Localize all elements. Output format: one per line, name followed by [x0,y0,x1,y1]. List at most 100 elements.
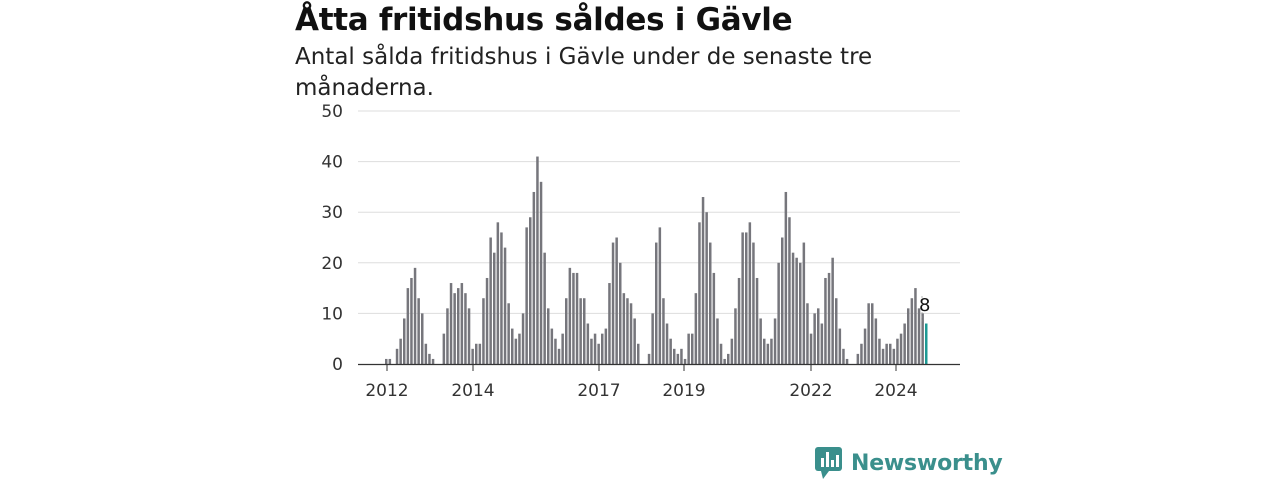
bar [669,338,672,364]
x-tick-label: 2024 [874,381,917,401]
y-axis-ticks: 0 10 20 30 40 50 [321,102,343,375]
bar [745,232,748,364]
x-axis-ticks: 2012 2014 2017 2019 2022 2024 [365,364,918,401]
newsworthy-logo: Newsworthy [814,446,1003,480]
bar [842,348,845,364]
bar [691,333,694,364]
bar [604,328,608,364]
bar [791,252,795,364]
bar-chart: 0 10 20 30 40 50 2012 2014 2017 2019 2022 2024 8 [321,102,960,401]
bar [770,338,773,364]
bar [593,333,597,364]
bar [856,353,860,364]
bar [716,318,719,364]
bar [557,348,561,364]
bar [410,277,413,364]
bar [554,338,557,364]
y-tick-label: 0 [332,355,343,375]
bar [615,237,618,364]
bar [608,283,611,364]
bar [532,191,536,364]
bar [421,313,424,364]
bar [565,298,568,364]
bar [813,313,816,364]
bar [521,313,525,364]
bar [633,318,636,364]
bar [788,217,791,364]
bar [539,181,543,364]
bar [734,308,737,364]
bar [431,358,435,364]
bar [795,257,798,364]
bar [536,156,539,364]
bar [403,318,406,364]
bar [867,303,870,364]
x-tick-label: 2014 [451,381,494,401]
annotations: 8 [919,295,930,322]
bar [597,343,600,364]
bar [485,277,489,364]
y-tick-label: 50 [321,102,343,122]
bar [611,242,615,364]
bar [619,262,622,364]
bar [817,308,820,364]
bar [662,298,665,364]
bar [727,353,730,364]
bar [658,227,662,364]
bar [622,293,626,364]
bar [511,328,514,364]
bar [428,353,431,364]
bar [496,222,500,364]
bar [647,353,651,364]
bar [698,222,701,364]
bar [395,348,399,364]
bar [881,348,885,364]
bar [863,328,867,364]
bar [673,348,676,364]
bar [784,191,788,364]
bar [701,197,705,364]
bar [705,212,708,364]
bar [748,222,752,364]
bar [529,217,532,364]
bar [907,308,910,364]
bar [824,277,827,364]
bar [464,293,467,364]
bar [914,288,917,364]
bar [773,318,777,364]
bar [687,333,690,364]
bar [475,343,478,364]
bar [413,267,417,364]
bar [482,298,485,364]
bar [655,242,658,364]
bar [629,303,633,364]
bar [575,272,579,364]
bar [503,247,507,364]
chart-subtitle: Antal sålda fritidshus i Gävle under de … [295,44,873,101]
bar [860,343,863,364]
bar [568,267,572,364]
bar [424,343,428,364]
bar [709,242,712,364]
bar [903,323,906,364]
bar [892,348,896,364]
bar [388,358,392,364]
x-tick-label: 2017 [577,381,620,401]
bar [572,272,575,364]
last-value-label: 8 [919,295,930,316]
bar [550,328,554,364]
bar [802,242,806,364]
brand-name: Newsworthy [851,450,1003,476]
bar [467,308,471,364]
bar [910,298,914,364]
bars [385,156,928,364]
bar [730,338,734,364]
bar [917,308,921,364]
x-tick-label: 2012 [365,381,408,401]
bar [514,338,518,364]
bar [601,333,604,364]
bar [694,293,698,364]
bar [543,252,546,364]
bar [874,318,878,364]
bar [579,298,582,364]
